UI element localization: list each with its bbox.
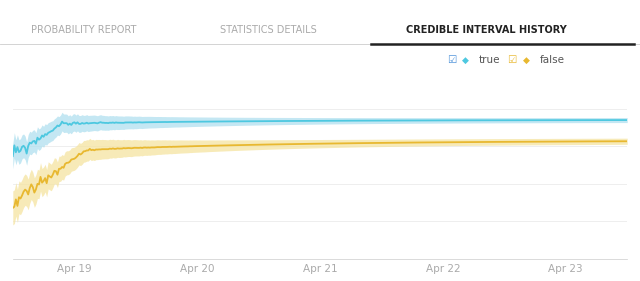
Text: ☑: ☑ [447,55,456,65]
Text: ◆: ◆ [523,56,529,65]
Text: true: true [479,55,500,65]
Text: ◆: ◆ [462,56,468,65]
Text: ☑: ☑ [508,55,516,65]
Text: PROBABILITY REPORT: PROBABILITY REPORT [31,24,136,35]
Text: false: false [540,55,564,65]
Text: CREDIBLE INTERVAL HISTORY: CREDIBLE INTERVAL HISTORY [406,24,567,35]
Text: STATISTICS DETAILS: STATISTICS DETAILS [220,24,317,35]
